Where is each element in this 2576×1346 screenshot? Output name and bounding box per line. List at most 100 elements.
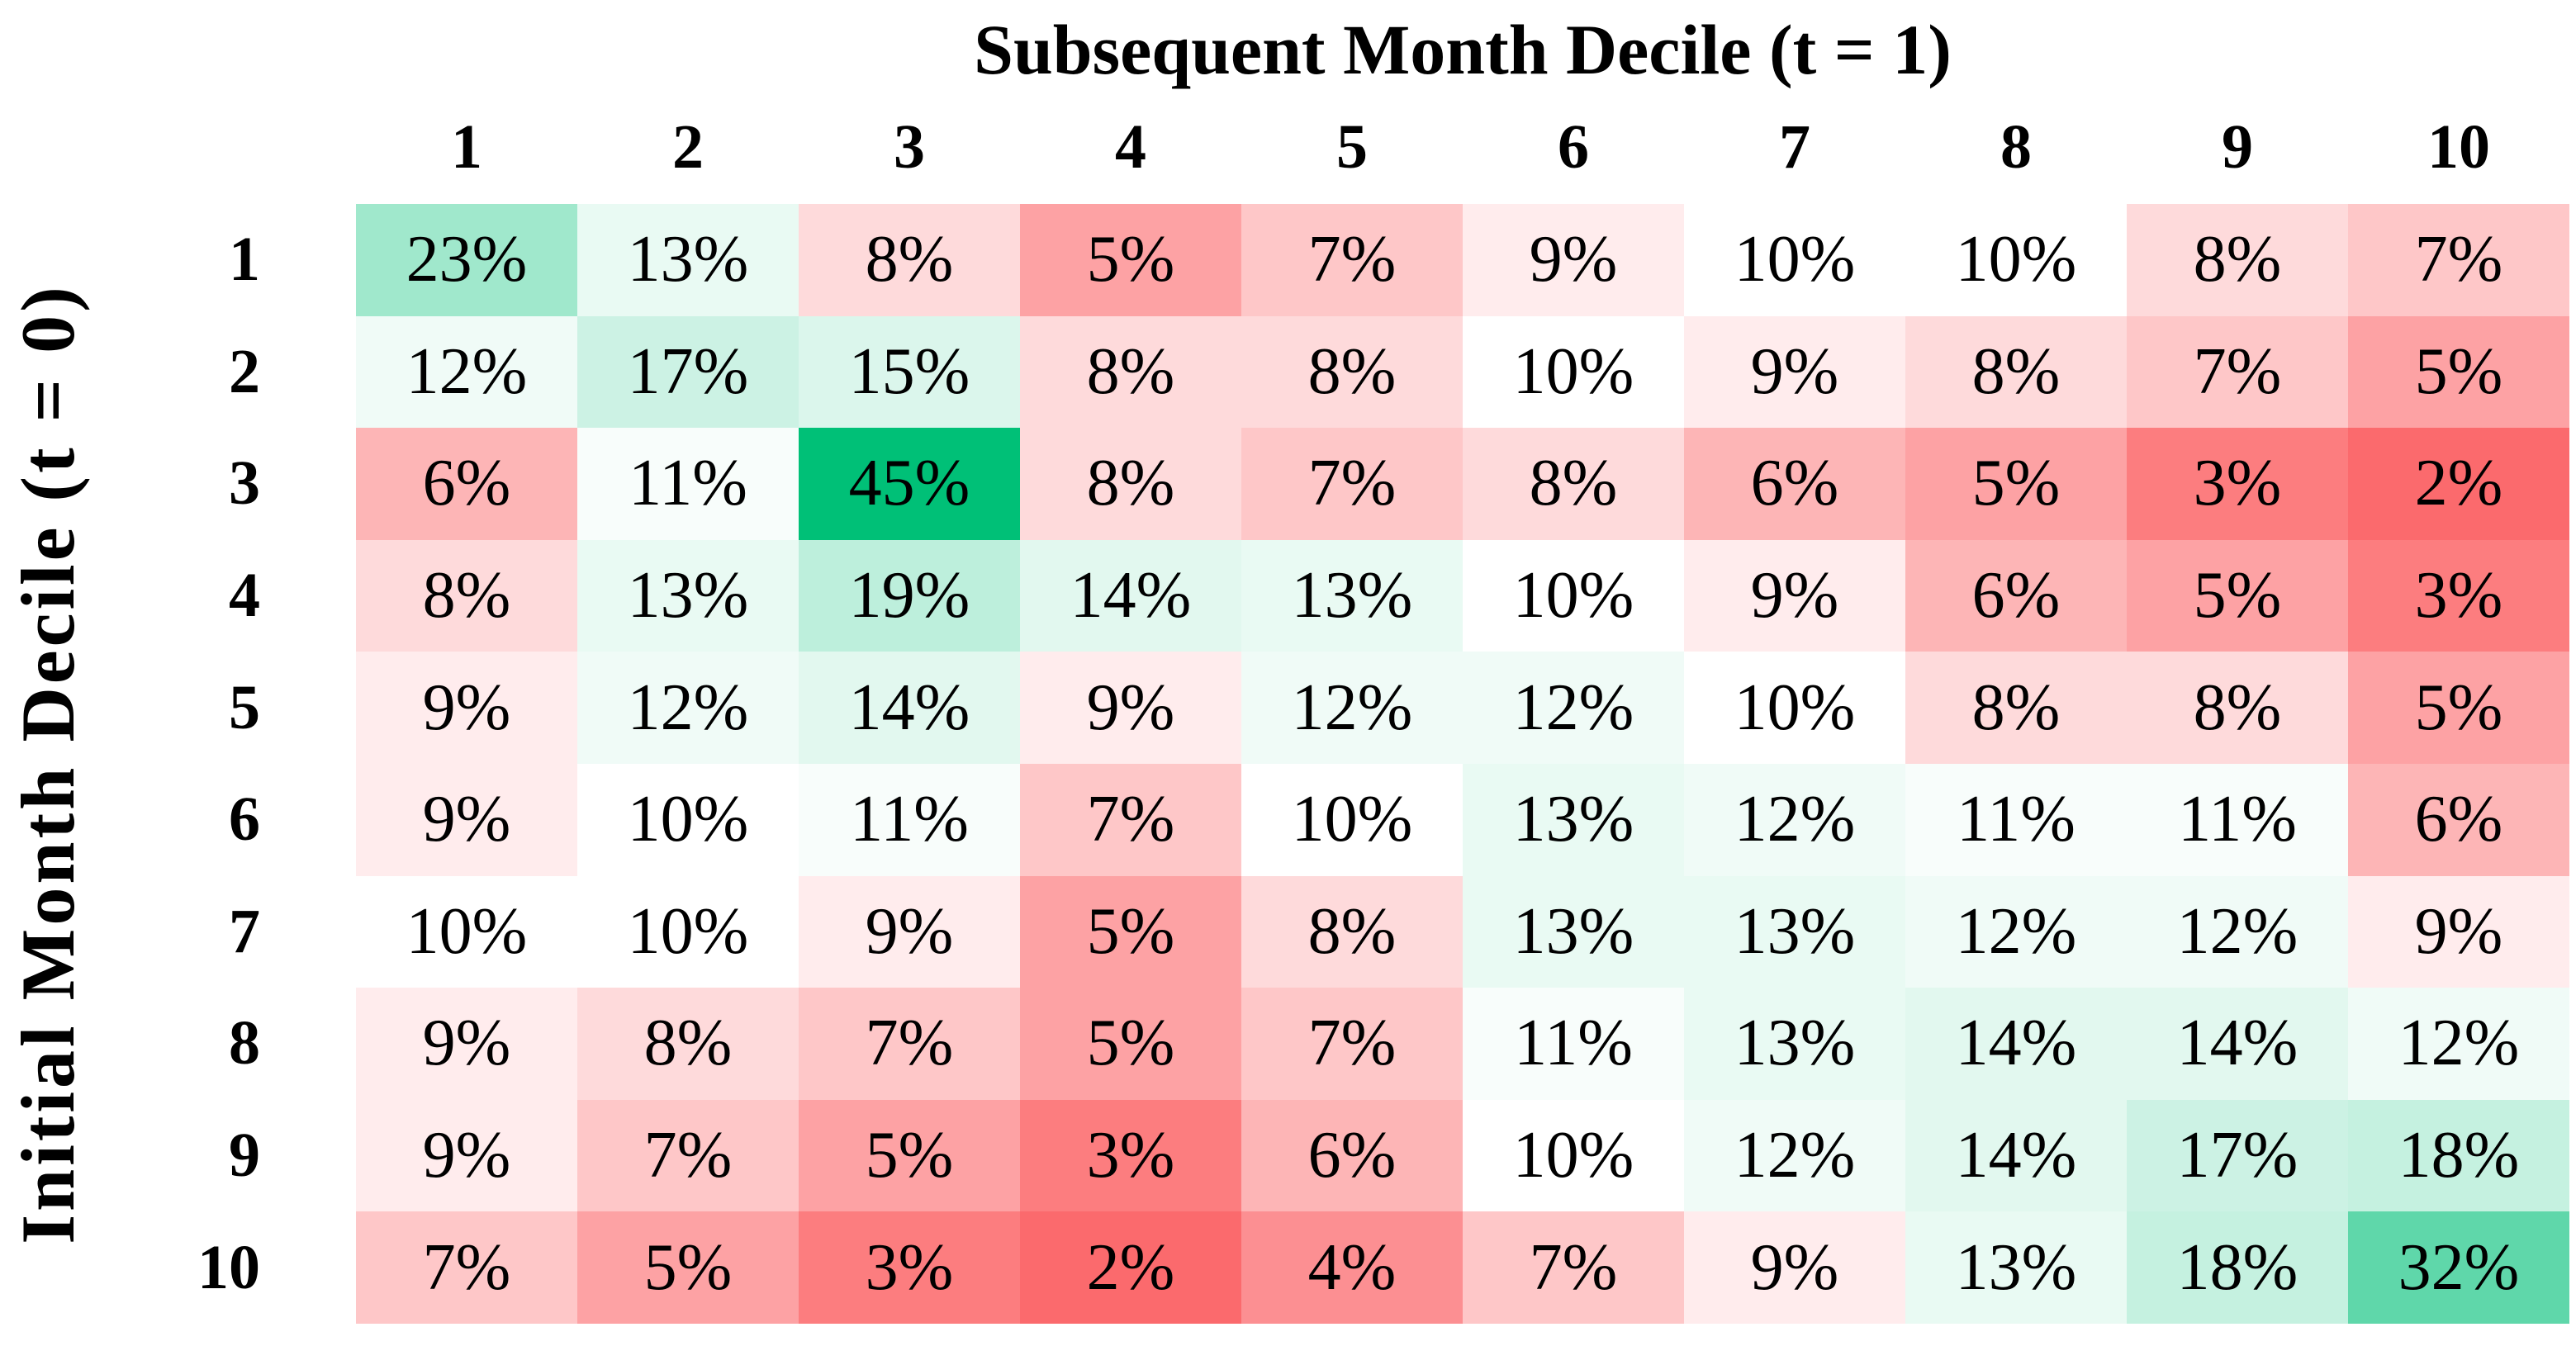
heatmap-cell: 8% bbox=[1463, 428, 1684, 540]
heatmap-cell: 14% bbox=[1905, 988, 2127, 1100]
heatmap-cell: 7% bbox=[2348, 204, 2569, 316]
heatmap-cell: 8% bbox=[1905, 652, 2127, 764]
heatmap-cell: 7% bbox=[1241, 428, 1463, 540]
heatmap-cell: 9% bbox=[1684, 1211, 1905, 1324]
heatmap-cell: 7% bbox=[2127, 315, 2348, 429]
heatmap-cell: 10% bbox=[1241, 764, 1463, 876]
heatmap-cell: 17% bbox=[2127, 1099, 2348, 1212]
column-header-label: 4 bbox=[1115, 111, 1146, 182]
heatmap-cell: 14% bbox=[1020, 539, 1241, 652]
heatmap-cell: 8% bbox=[2127, 204, 2348, 316]
column-header-label: 5 bbox=[1336, 111, 1368, 182]
heatmap-cell: 12% bbox=[2127, 875, 2348, 988]
heatmap-cell: 2% bbox=[1020, 1211, 1241, 1324]
heatmap-cell: 12% bbox=[1684, 1099, 1905, 1212]
heatmap-cell: 5% bbox=[1020, 988, 1241, 1100]
heatmap-cell: 13% bbox=[1463, 875, 1684, 988]
heatmap-cell: 6% bbox=[356, 428, 577, 540]
column-header-label: 2 bbox=[672, 111, 704, 182]
heatmap-cell: 8% bbox=[1241, 315, 1463, 429]
heatmap-cell: 13% bbox=[1241, 539, 1463, 652]
heatmap-cell: 6% bbox=[1905, 539, 2127, 652]
row-header-label: 1 bbox=[229, 225, 260, 295]
heatmap-cell: 4% bbox=[1241, 1211, 1463, 1324]
heatmap-cell: 11% bbox=[799, 764, 1020, 876]
heatmap-cell: 10% bbox=[1463, 539, 1684, 652]
row-header-label: 5 bbox=[229, 672, 260, 742]
heatmap-cell: 3% bbox=[2348, 539, 2569, 652]
heatmap-cell: 6% bbox=[2348, 764, 2569, 876]
row-header-label: 2 bbox=[229, 336, 260, 406]
heatmap-cell: 8% bbox=[1020, 428, 1241, 540]
heatmap-cell: 18% bbox=[2127, 1211, 2348, 1324]
heatmap-cell: 6% bbox=[1241, 1099, 1463, 1212]
heatmap-cell: 12% bbox=[577, 652, 799, 764]
heatmap-cell: 10% bbox=[1684, 652, 1905, 764]
heatmap-cell: 8% bbox=[1241, 875, 1463, 988]
heatmap-cell: 14% bbox=[799, 652, 1020, 764]
heatmap-cell: 5% bbox=[2348, 652, 2569, 764]
column-header-label: 7 bbox=[1779, 111, 1810, 182]
heatmap: 23% 13% 8% 5% 7% 9% 10% 10% 8% 7% 12% 17% 15% 8% 8% 10%… bbox=[356, 204, 2569, 1324]
heatmap-cell: 5% bbox=[2348, 315, 2569, 429]
heatmap-cell: 8% bbox=[799, 204, 1020, 316]
heatmap-cell: 8% bbox=[356, 539, 577, 652]
heatmap-cell: 9% bbox=[1684, 539, 1905, 652]
row-header-label: 4 bbox=[229, 561, 260, 631]
heatmap-cell: 5% bbox=[577, 1211, 799, 1324]
column-header-label: 1 bbox=[451, 111, 482, 182]
heatmap-cell: 7% bbox=[356, 1211, 577, 1324]
heatmap-cell: 5% bbox=[2127, 539, 2348, 652]
heatmap-cell: 23% bbox=[356, 204, 577, 316]
heatmap-cell: 9% bbox=[1020, 652, 1241, 764]
heatmap-cell: 8% bbox=[1020, 315, 1241, 429]
heatmap-cell: 3% bbox=[2127, 428, 2348, 540]
column-header-label: 3 bbox=[894, 111, 925, 182]
heatmap-cell: 7% bbox=[1241, 988, 1463, 1100]
heatmap-cell: 13% bbox=[1905, 1211, 2127, 1324]
heatmap-cell: 10% bbox=[1905, 204, 2127, 316]
row-header-label: 6 bbox=[229, 784, 260, 855]
heatmap-cell: 10% bbox=[577, 764, 799, 876]
heatmap-cell: 10% bbox=[1463, 1099, 1684, 1212]
heatmap-cell: 17% bbox=[577, 315, 799, 429]
heatmap-cell: 18% bbox=[2348, 1099, 2569, 1212]
column-header-label: 10 bbox=[2427, 111, 2490, 182]
heatmap-cell: 13% bbox=[1463, 764, 1684, 876]
column-header-label: 8 bbox=[2000, 111, 2032, 182]
heatmap-cell: 12% bbox=[2348, 988, 2569, 1100]
heatmap-cell: 10% bbox=[356, 875, 577, 988]
chart-title: Subsequent Month Decile (t = 1) bbox=[974, 10, 1952, 89]
heatmap-cell: 7% bbox=[577, 1099, 799, 1212]
heatmap-cell: 7% bbox=[1463, 1211, 1684, 1324]
heatmap-cell: 9% bbox=[356, 988, 577, 1100]
row-header-label: 9 bbox=[229, 1121, 260, 1191]
heatmap-cell: 6% bbox=[1684, 428, 1905, 540]
heatmap-cell: 45% bbox=[799, 428, 1020, 540]
heatmap-cell: 13% bbox=[1684, 988, 1905, 1100]
heatmap-cell: 11% bbox=[1905, 764, 2127, 876]
heatmap-cell: 14% bbox=[2127, 988, 2348, 1100]
column-header-label: 9 bbox=[2222, 111, 2253, 182]
row-headers: 1 2 3 4 5 6 7 8 9 10 bbox=[0, 204, 281, 1324]
heatmap-cell: 2% bbox=[2348, 428, 2569, 540]
heatmap-cell: 11% bbox=[1463, 988, 1684, 1100]
heatmap-cell: 9% bbox=[356, 652, 577, 764]
heatmap-cell: 12% bbox=[1684, 764, 1905, 876]
heatmap-cell: 19% bbox=[799, 539, 1020, 652]
heatmap-cell: 3% bbox=[799, 1211, 1020, 1324]
heatmap-cell: 9% bbox=[1684, 315, 1905, 429]
heatmap-cell: 10% bbox=[1463, 315, 1684, 429]
heatmap-cell: 12% bbox=[356, 315, 577, 429]
heatmap-cell: 9% bbox=[799, 875, 1020, 988]
heatmap-cell: 5% bbox=[799, 1099, 1020, 1212]
heatmap-cell: 14% bbox=[1905, 1099, 2127, 1212]
heatmap-cell: 12% bbox=[1905, 875, 2127, 988]
row-header-label: 10 bbox=[197, 1232, 260, 1302]
heatmap-cell: 9% bbox=[356, 1099, 577, 1212]
heatmap-cell: 9% bbox=[2348, 875, 2569, 988]
heatmap-cell: 12% bbox=[1463, 652, 1684, 764]
heatmap-cell: 8% bbox=[1905, 315, 2127, 429]
column-headers: 1 2 3 4 5 6 7 8 9 10 bbox=[356, 106, 2569, 188]
heatmap-cell: 5% bbox=[1020, 875, 1241, 988]
